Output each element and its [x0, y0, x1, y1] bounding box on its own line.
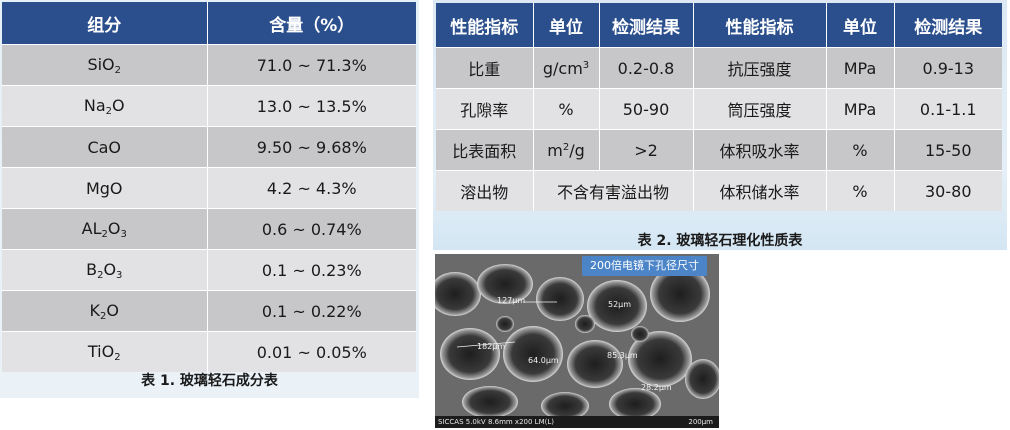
table-row: TiO2 0.01 ~ 0.05% [2, 331, 416, 372]
table-row: 比重 g/cm3 0.2-0.8 抗压强度 MPa 0.9-13 [436, 47, 1002, 89]
magnification-tag: 200倍电镜下孔径尺寸 [582, 256, 707, 276]
table-row: B2O3 0.1 ~ 0.23% [2, 249, 416, 291]
sem-info-bar: SICCAS 5.0kV 8.6mm x200 LM(L) 200μm [435, 416, 719, 428]
content-cell: 13.0 ~ 13.5% [207, 85, 416, 127]
content-cell: 0.6 ~ 0.74% [207, 208, 416, 250]
result-cell: 0.2-0.8 [599, 47, 694, 89]
properties-table-panel: 性能指标 单位 检测结果 性能指标 单位 检测结果 比重 g/cm3 0.2-0… [433, 0, 1007, 250]
result-cell: 0.9-13 [894, 47, 1002, 89]
table-row: K2O 0.1 ~ 0.22% [2, 290, 416, 332]
component-cell: B2O3 [2, 249, 208, 291]
pore-size-label: 28.2μm [641, 383, 672, 392]
component-cell: CaO [2, 126, 208, 168]
property-cell: 溶出物 [436, 170, 534, 211]
sem-micrograph: 200倍电镜下孔径尺寸 127μm 52μm 182μm 64.0μm 85.3… [435, 254, 719, 428]
pore-size-label: 52μm [608, 300, 632, 309]
header-component: 组分 [2, 2, 208, 45]
header-property: 性能指标 [436, 3, 534, 48]
properties-table-header: 性能指标 单位 检测结果 性能指标 单位 检测结果 [436, 3, 1002, 48]
content-cell: 71.0 ~ 71.3% [207, 44, 416, 86]
result-cell: 50-90 [599, 88, 694, 130]
header-result: 检测结果 [894, 3, 1002, 48]
property-cell: 比表面积 [436, 129, 534, 171]
composition-table-panel: 组分 含量（%） SiO2 71.0 ~ 71.3% Na2O 13.0 ~ 1… [0, 0, 419, 398]
property-cell: 体积储水率 [693, 170, 827, 211]
property-cell: 比重 [436, 47, 534, 89]
properties-table-caption: 表 2. 玻璃轻石理化性质表 [637, 233, 803, 249]
sem-parameters: SICCAS 5.0kV 8.6mm x200 LM(L) [438, 418, 554, 426]
composition-table: 组分 含量（%） SiO2 71.0 ~ 71.3% Na2O 13.0 ~ 1… [2, 2, 416, 372]
component-cell: MgO [2, 167, 208, 209]
table-row: MgO 4.2 ~ 4.3% [2, 167, 416, 209]
component-cell: TiO2 [2, 331, 208, 372]
composition-table-caption: 表 1. 玻璃轻石成分表 [141, 373, 278, 389]
properties-table: 性能指标 单位 检测结果 性能指标 单位 检测结果 比重 g/cm3 0.2-0… [436, 3, 1002, 211]
property-cell: 体积吸水率 [693, 129, 827, 171]
table-row: AL2O3 0.6 ~ 0.74% [2, 208, 416, 250]
header-result: 检测结果 [599, 3, 694, 48]
result-cell: 0.1-1.1 [894, 88, 1002, 130]
property-cell: 抗压强度 [693, 47, 827, 89]
property-cell: 筒压强度 [693, 88, 827, 130]
table-row: Na2O 13.0 ~ 13.5% [2, 85, 416, 127]
pore-size-label: 64.0μm [528, 356, 559, 365]
content-cell: 0.1 ~ 0.23% [207, 249, 416, 291]
unit-cell: % [826, 129, 895, 171]
unit-cell: % [826, 170, 895, 211]
component-cell: K2O [2, 290, 208, 332]
composition-table-header: 组分 含量（%） [2, 2, 416, 45]
pore-texture [435, 254, 719, 428]
table-row: 溶出物 不含有害溢出物 体积储水率 % 30-80 [436, 170, 1002, 211]
unit-cell: MPa [826, 47, 895, 89]
content-cell: 0.1 ~ 0.22% [207, 290, 416, 332]
table-row: 比表面积 m2/g >2 体积吸水率 % 15-50 [436, 129, 1002, 171]
pore-size-label: 85.3μm [607, 351, 638, 360]
result-cell: 15-50 [894, 129, 1002, 171]
content-cell: 9.50 ~ 9.68% [207, 126, 416, 168]
component-cell: Na2O [2, 85, 208, 127]
header-property: 性能指标 [693, 3, 827, 48]
component-cell: SiO2 [2, 44, 208, 86]
component-cell: AL2O3 [2, 208, 208, 250]
pore-size-label: 182μm [477, 342, 506, 351]
header-content: 含量（%） [207, 2, 416, 45]
header-unit: 单位 [826, 3, 895, 48]
table-row: SiO2 71.0 ~ 71.3% [2, 44, 416, 86]
merged-result-cell: 不含有害溢出物 [533, 170, 694, 211]
unit-cell: % [533, 88, 600, 130]
pore-size-label: 127μm [497, 296, 526, 305]
content-cell: 0.01 ~ 0.05% [207, 331, 416, 372]
content-cell: 4.2 ~ 4.3% [207, 167, 416, 209]
table-row: CaO 9.50 ~ 9.68% [2, 126, 416, 168]
result-cell: 30-80 [894, 170, 1002, 211]
header-unit: 单位 [533, 3, 600, 48]
result-cell: >2 [599, 129, 694, 171]
unit-cell: g/cm3 [533, 47, 600, 89]
unit-cell: m2/g [533, 129, 600, 171]
unit-cell: MPa [826, 88, 895, 130]
property-cell: 孔隙率 [436, 88, 534, 130]
scale-bar-label: 200μm [688, 418, 713, 426]
table-row: 孔隙率 % 50-90 筒压强度 MPa 0.1-1.1 [436, 88, 1002, 130]
